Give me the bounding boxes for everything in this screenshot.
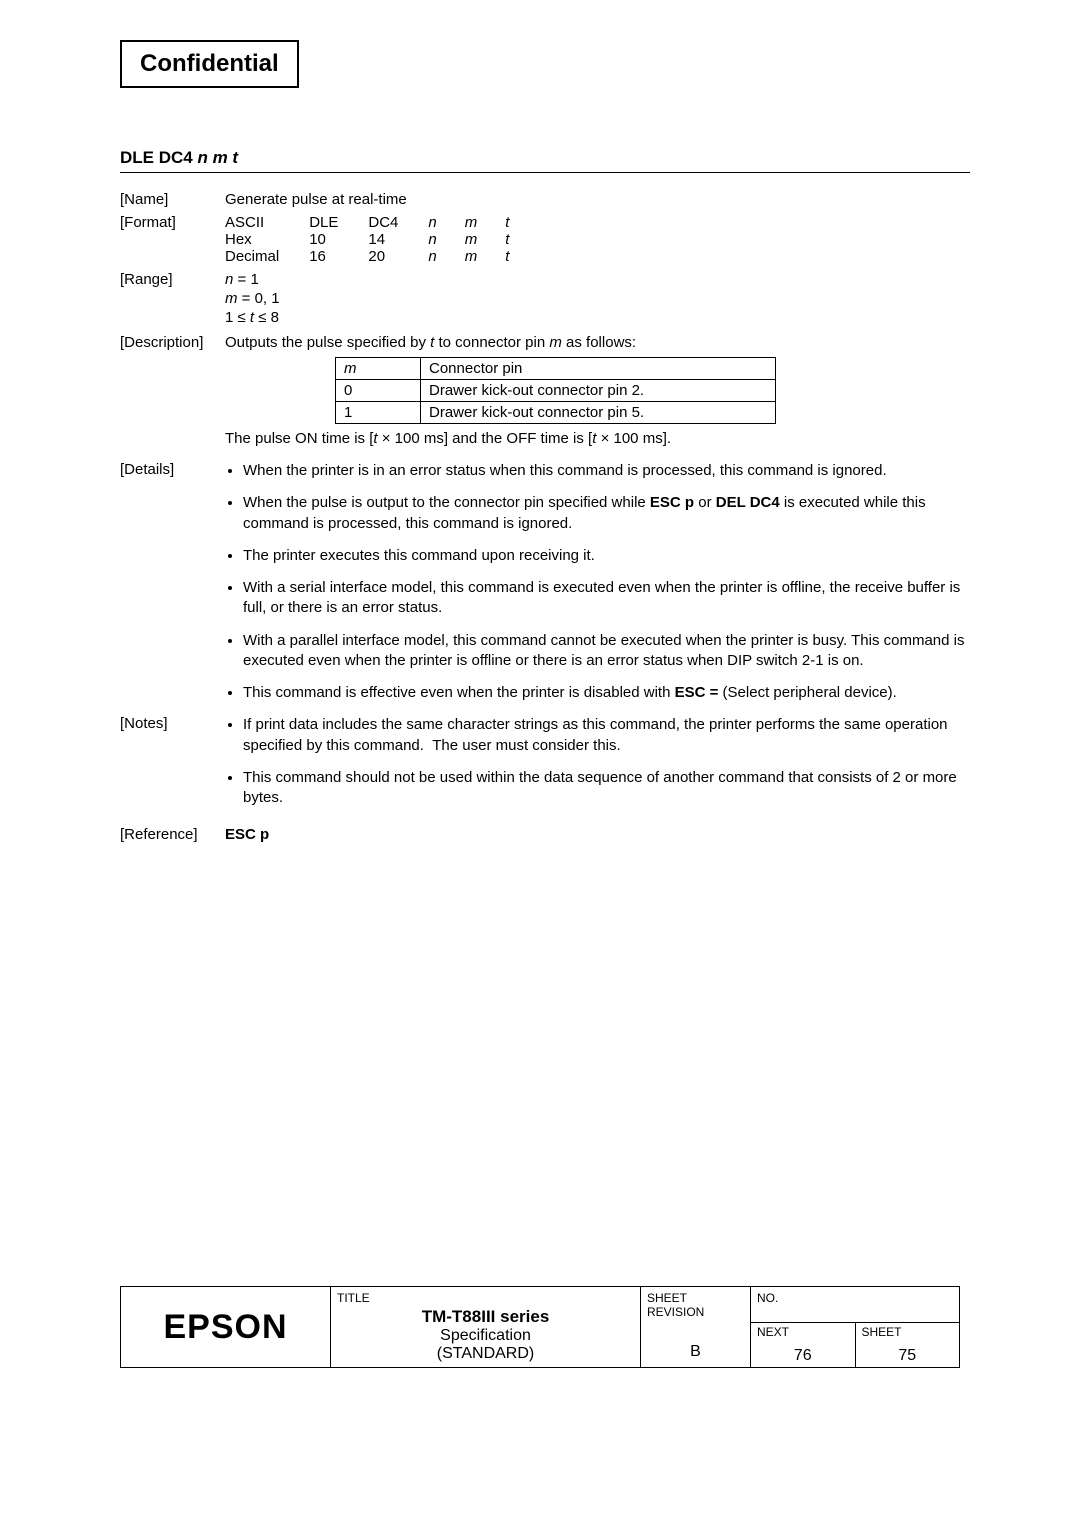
footer-title: TITLE TM-T88III series Specification (ST… <box>331 1287 641 1367</box>
no-label: NO. <box>751 1287 959 1323</box>
description-label: [Description] <box>120 334 225 351</box>
pulse-text: × 100 ms]. <box>596 430 671 447</box>
th-m: m <box>336 358 421 380</box>
td-m: 1 <box>336 402 421 424</box>
fmt-c: 20 <box>368 248 428 265</box>
fmt-c: t <box>505 248 537 265</box>
range-content: n = 1 m = 0, 1 1 ≤ t ≤ 8 <box>225 271 970 328</box>
command-params: n m t <box>197 148 238 167</box>
detail-item: With a serial interface model, this comm… <box>243 578 970 619</box>
title-main: TM-T88III series <box>337 1307 634 1327</box>
pulse-note: The pulse ON time is [t × 100 ms] and th… <box>225 430 970 447</box>
note-item: This command should not be used within t… <box>243 768 970 809</box>
format-row: [Format] ASCII DLE DC4 n m t Hex 10 14 n… <box>120 214 970 265</box>
range-line: n = 1 <box>225 271 970 288</box>
connector-pin-table: m Connector pin 0 Drawer kick-out connec… <box>335 357 776 424</box>
description-content: Outputs the pulse specified by t to conn… <box>225 334 970 351</box>
fmt-c: n <box>428 231 464 248</box>
epson-logo: EPSON <box>121 1287 331 1367</box>
desc-text: as follows: <box>562 334 636 351</box>
description-row: [Description] Outputs the pulse specifie… <box>120 334 970 351</box>
td-m: 0 <box>336 380 421 402</box>
desc-text: m <box>549 334 562 351</box>
sheet-label: SHEET <box>862 1325 954 1339</box>
note-item: If print data includes the same characte… <box>243 715 970 756</box>
reference-row: [Reference] ESC p <box>120 826 970 843</box>
footer-revision: SHEET REVISION B <box>641 1287 751 1367</box>
name-row: [Name] Generate pulse at real-time <box>120 191 970 208</box>
fmt-c: Decimal <box>225 248 309 265</box>
details-row: [Details] When the printer is in an erro… <box>120 461 970 715</box>
th-pin: Connector pin <box>421 358 776 380</box>
fmt-c: 14 <box>368 231 428 248</box>
name-label: [Name] <box>120 191 225 208</box>
reference-label: [Reference] <box>120 826 225 843</box>
title-sub1: Specification <box>337 1327 634 1345</box>
fmt-c: 16 <box>309 248 368 265</box>
notes-row: [Notes] If print data includes the same … <box>120 715 970 820</box>
detail-item: This command is effective even when the … <box>243 683 970 703</box>
fmt-c: ASCII <box>225 214 309 231</box>
range-line: 1 ≤ t ≤ 8 <box>225 309 970 326</box>
format-table: ASCII DLE DC4 n m t Hex 10 14 n m t Deci… <box>225 214 537 265</box>
next-value: 76 <box>757 1347 849 1365</box>
rev-label2: REVISION <box>647 1305 744 1319</box>
fmt-c: m <box>465 231 506 248</box>
title-label: TITLE <box>337 1291 634 1305</box>
pulse-text: The pulse ON time is [ <box>225 430 373 447</box>
name-value: Generate pulse at real-time <box>225 191 970 208</box>
fmt-c: m <box>465 214 506 231</box>
fmt-c: DLE <box>309 214 368 231</box>
format-label: [Format] <box>120 214 225 265</box>
detail-item: When the printer is in an error status w… <box>243 461 970 481</box>
fmt-c: 10 <box>309 231 368 248</box>
detail-item: With a parallel interface model, this co… <box>243 631 970 672</box>
td-pin: Drawer kick-out connector pin 5. <box>421 402 776 424</box>
rev-value: B <box>641 1343 750 1367</box>
footer-right: NO. NEXT 76 SHEET 75 <box>751 1287 959 1367</box>
next-label: NEXT <box>757 1325 849 1339</box>
fmt-c: m <box>465 248 506 265</box>
detail-item: The printer executes this command upon r… <box>243 546 970 566</box>
fmt-c: n <box>428 214 464 231</box>
fmt-c: Hex <box>225 231 309 248</box>
fmt-c: DC4 <box>368 214 428 231</box>
range-row: [Range] n = 1 m = 0, 1 1 ≤ t ≤ 8 <box>120 271 970 328</box>
command-title: DLE DC4 n m t <box>120 148 970 168</box>
confidential-stamp: Confidential <box>120 40 299 88</box>
fmt-c: n <box>428 248 464 265</box>
range-label: [Range] <box>120 271 225 328</box>
pulse-text: × 100 ms] and the OFF time is [ <box>378 430 593 447</box>
notes-list: If print data includes the same characte… <box>225 715 970 808</box>
range-line: m = 0, 1 <box>225 290 970 307</box>
detail-item: When the pulse is output to the connecto… <box>243 493 970 534</box>
fmt-c: t <box>505 214 537 231</box>
title-block: EPSON TITLE TM-T88III series Specificati… <box>120 1286 960 1368</box>
td-pin: Drawer kick-out connector pin 2. <box>421 380 776 402</box>
command-prefix: DLE DC4 <box>120 148 197 167</box>
details-label: [Details] <box>120 461 225 715</box>
details-list: When the printer is in an error status w… <box>225 461 970 703</box>
desc-text: Outputs the pulse specified by <box>225 334 430 351</box>
fmt-c: t <box>505 231 537 248</box>
rev-label1: SHEET <box>647 1291 744 1305</box>
sheet-value: 75 <box>862 1347 954 1365</box>
title-rule <box>120 172 970 173</box>
title-sub2: (STANDARD) <box>337 1345 634 1363</box>
desc-text: to connector pin <box>434 334 549 351</box>
notes-label: [Notes] <box>120 715 225 820</box>
reference-value: ESC p <box>225 826 970 843</box>
